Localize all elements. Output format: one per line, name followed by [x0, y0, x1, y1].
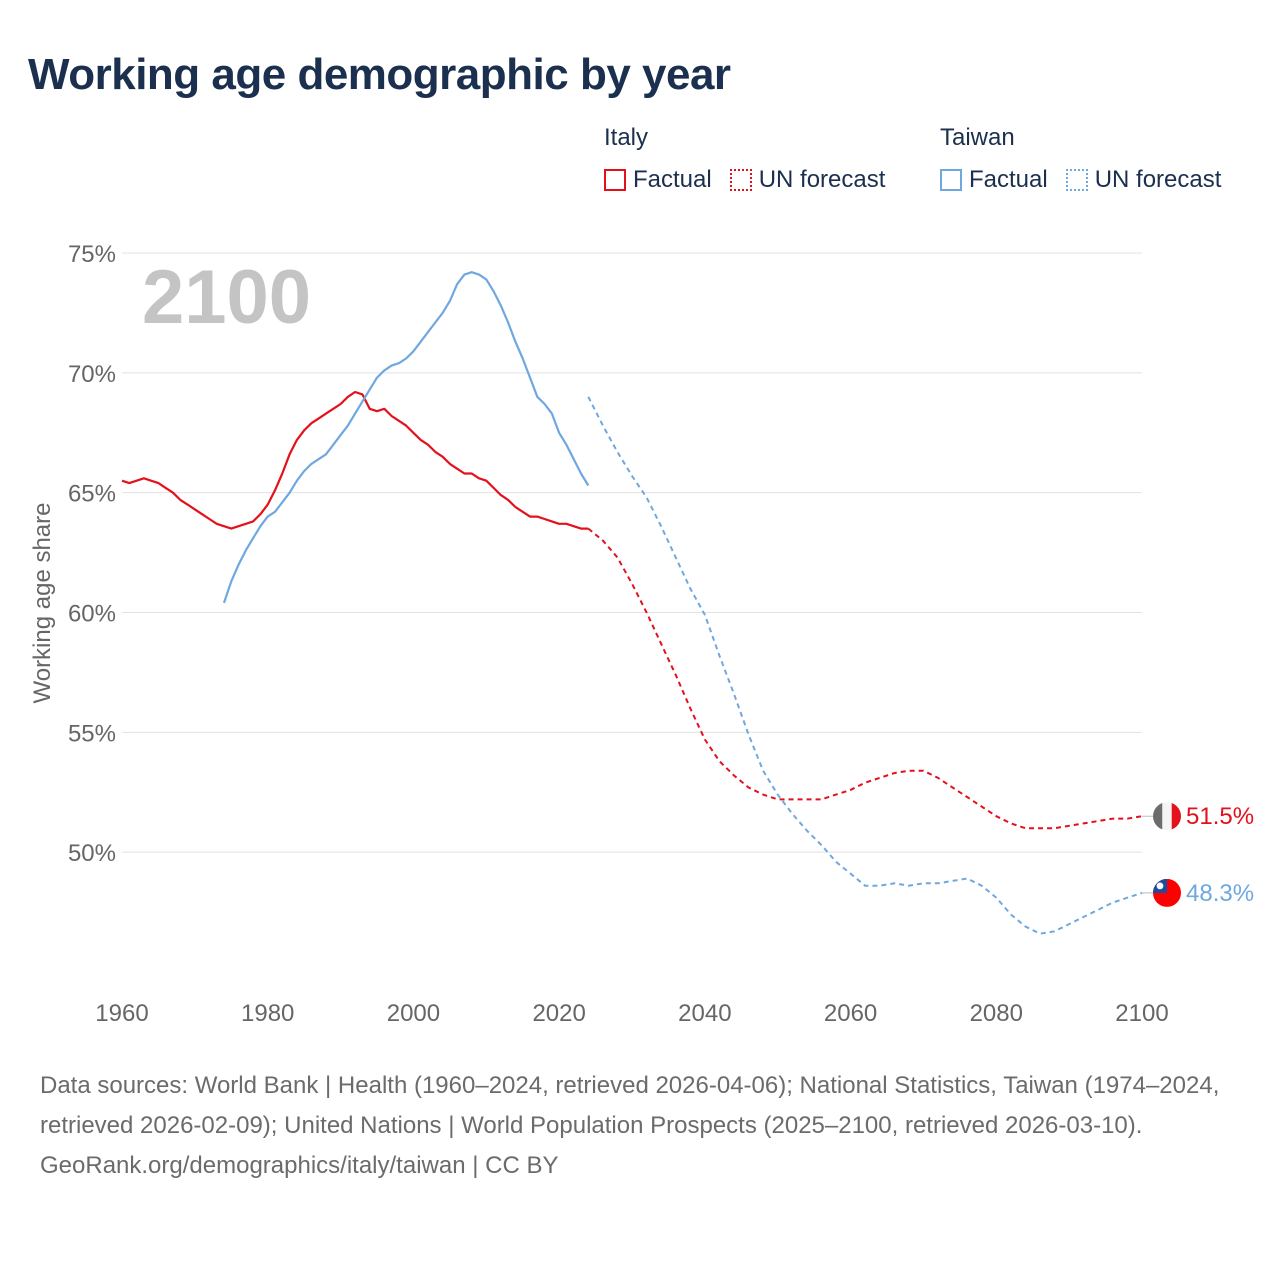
y-tick-label: 50% [68, 840, 116, 867]
series-line-italy-factual[interactable] [121, 390, 589, 530]
x-tick-label: 2100 [1115, 1000, 1168, 1027]
y-tick-label: 70% [68, 361, 116, 388]
legend-swatch-dotted-icon [729, 169, 752, 191]
taiwan-flag-icon [1153, 878, 1181, 907]
italy-flag-icon [1153, 802, 1181, 831]
end-value-label-italy: 51.5% [1186, 803, 1254, 830]
legend-group-title: Taiwan [940, 124, 1015, 151]
x-tick-label: 2080 [970, 1000, 1023, 1027]
x-tick-label: 2060 [824, 1000, 877, 1027]
y-tick-label: 60% [68, 601, 116, 628]
year-watermark: 2100 [142, 255, 311, 340]
legend-swatch-solid-icon [940, 169, 962, 191]
series-line-taiwan-forecast[interactable] [587, 396, 1143, 935]
legend-label: UN forecast [758, 166, 886, 193]
legend-swatch-dotted-icon [1065, 169, 1088, 191]
x-tick-label: 1960 [95, 1000, 148, 1027]
data-sources: Data sources: World Bank | Health (1960–… [40, 1072, 1220, 1139]
legend-label: Factual [633, 166, 712, 193]
series-line-italy-forecast[interactable] [587, 527, 1143, 830]
y-tick-label: 75% [68, 241, 116, 268]
legend-item-taiwan-factual[interactable]: Factual [940, 166, 1048, 194]
legend-item-italy-factual[interactable]: Factual [604, 166, 712, 194]
legend-swatch-solid-icon [604, 169, 626, 191]
x-tick-label: 2020 [532, 1000, 585, 1027]
legend-label: UN forecast [1094, 166, 1222, 193]
legend-item-taiwan-forecast[interactable]: UN forecast [1065, 166, 1222, 194]
y-tick-label: 55% [68, 720, 116, 747]
legend-group-italy: Italy Factual UN forecast [604, 124, 885, 194]
legend-item-italy-forecast[interactable]: UN forecast [729, 166, 886, 194]
legend-group-title: Italy [604, 124, 649, 151]
x-tick-label: 2000 [387, 1000, 440, 1027]
footer: Data sources: World Bank | Health (1960–… [40, 1066, 1250, 1186]
legend-group-taiwan: Taiwan Factual UN forecast [940, 124, 1221, 194]
credit-link[interactable]: GeoRank.org/demographics/italy/taiwan | … [40, 1152, 559, 1179]
line-chart: 50% 55% 60% 65% 70% 75% 1960 1980 2000 2020 2040 20… [29, 241, 1254, 1027]
chart-title: Working age demographic by year [28, 50, 731, 99]
end-value-label-taiwan: 48.3% [1186, 880, 1254, 907]
series-line-taiwan-factual[interactable] [222, 271, 590, 604]
y-axis-label: Working age share [29, 503, 56, 704]
x-tick-label: 1980 [241, 1000, 294, 1027]
x-tick-label: 2040 [678, 1000, 731, 1027]
y-tick-label: 65% [68, 481, 116, 508]
legend-label: Factual [969, 166, 1048, 193]
